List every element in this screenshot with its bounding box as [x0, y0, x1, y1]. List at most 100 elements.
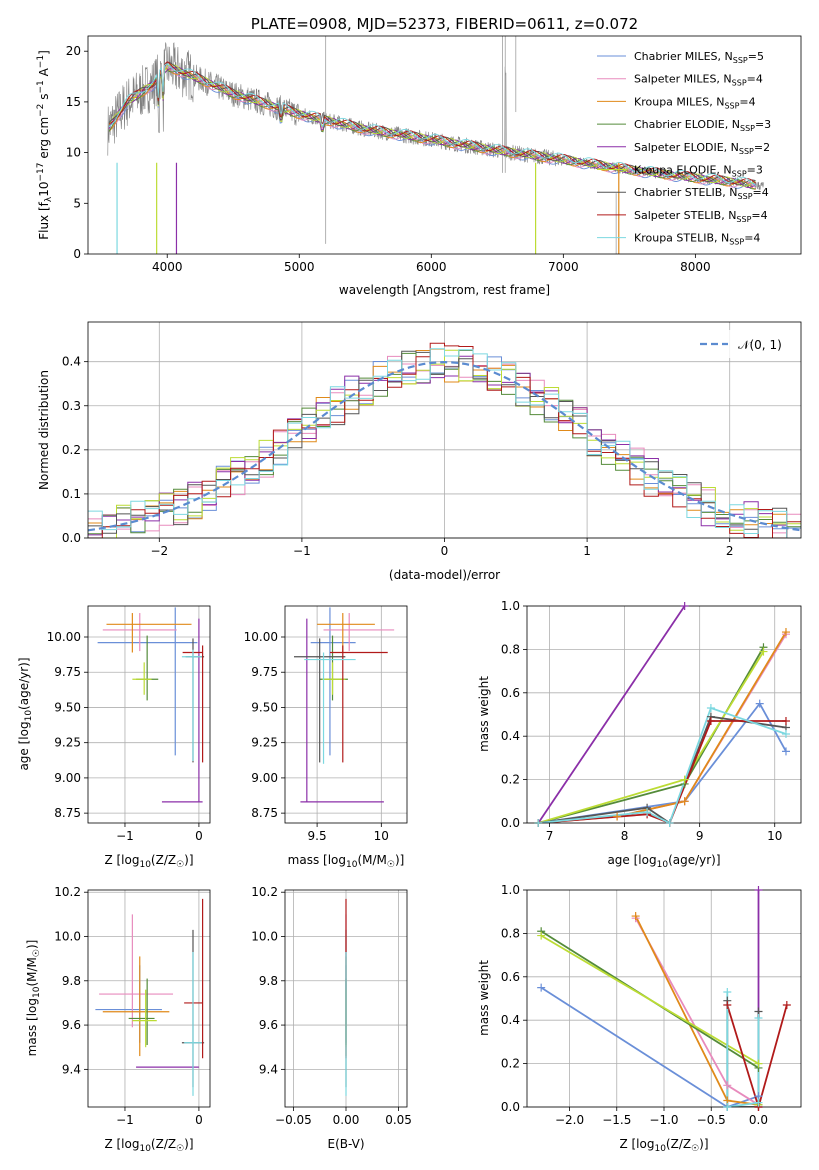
x-axis-label: mass [log10(M/M☉)] — [288, 853, 405, 870]
x-tick-label: 2 — [726, 544, 734, 558]
legend-name: Kroupa ELODIE, N — [634, 164, 732, 177]
y-tick-label: 9.25 — [54, 736, 81, 750]
mass-vs-ebv-axes: −0.05 0.00 0.05 9.4 9.6 9.8 10.0 10.2 — [251, 885, 412, 1127]
y-tick-label: 0.2 — [501, 1057, 520, 1071]
y-tick-label: 8.75 — [54, 806, 81, 820]
x-tick-label: −1.5 — [602, 1113, 631, 1127]
x-tick-label: 1 — [583, 544, 591, 558]
ylabel-part: −2 — [36, 104, 46, 117]
residual-histogram — [88, 355, 801, 538]
errorbar-point — [300, 618, 384, 803]
x-tick-label: −1.0 — [649, 1113, 678, 1127]
x-tick-label: 6000 — [416, 260, 447, 274]
x-tick-label: 4000 — [152, 260, 183, 274]
axes-frame — [526, 605, 802, 824]
label-part: 10 — [654, 1144, 666, 1154]
weight-line — [538, 633, 787, 823]
residual-histogram — [88, 350, 801, 538]
model-spectrum-line — [108, 69, 756, 190]
x-axis-label: E(B-V) — [327, 1137, 364, 1151]
label-part: 10 — [32, 986, 42, 998]
y-tick-label: 0.2 — [62, 443, 81, 457]
plot-area — [88, 342, 801, 538]
weight-marker — [782, 1001, 791, 1010]
errorbar-point — [106, 613, 192, 653]
y-tick-label: 0.0 — [501, 1100, 520, 1114]
weight-line — [537, 606, 686, 823]
errorbar-point — [132, 662, 152, 695]
residuals-ylabel: Normed distribution — [37, 370, 51, 490]
errorbar-point — [322, 662, 346, 695]
weight-marker — [723, 987, 732, 996]
x-tick-label: 0 — [195, 1113, 203, 1127]
x-tick-label: −0.5 — [697, 1113, 726, 1127]
y-tick-label: 10 — [66, 146, 81, 160]
ylabel-part: erg cm — [37, 117, 51, 163]
y-tick-label: 0.4 — [501, 729, 520, 743]
plot-area — [537, 606, 787, 823]
label-part: 10 — [139, 860, 151, 870]
model-spectrum-line — [108, 61, 756, 185]
x-tick-label: 5000 — [284, 260, 315, 274]
legend-entry: Kroupa ELODIE, NSSP=3 — [634, 164, 763, 179]
weight-line — [634, 917, 759, 1106]
residuals-axes: −2 −1 0 1 2 0.0 0.1 0.2 0.3 0.4 𝒩(0, 1) — [62, 321, 802, 558]
legend-count: =3 — [747, 164, 763, 177]
weight-line — [634, 915, 759, 1106]
y-tick-label: 10.0 — [54, 930, 81, 944]
label-part: )] — [25, 940, 39, 949]
label-part: (Z/Z — [666, 1137, 691, 1151]
legend-entry: 𝒩(0, 1) — [738, 338, 782, 352]
residual-histogram — [88, 348, 801, 538]
y-tick-label: 0.6 — [501, 970, 520, 984]
errorbar-point — [181, 649, 202, 761]
label-part: 10 — [346, 860, 358, 870]
legend-count: =3 — [755, 118, 771, 131]
y-tick-label: 10.00 — [244, 630, 278, 644]
legend-count: =2 — [754, 141, 770, 154]
y-tick-label: 9.4 — [62, 1062, 81, 1076]
weight-line — [538, 706, 787, 823]
y-tick-label: 15 — [66, 95, 81, 109]
y-tick-label: 8.75 — [251, 806, 278, 820]
errorbar-point — [102, 613, 177, 652]
legend-entry: Salpeter STELIB, NSSP=4 — [634, 209, 768, 224]
weight-marker — [723, 1081, 732, 1090]
x-tick-label: 7 — [546, 829, 554, 843]
y-tick-label: 9.50 — [54, 700, 81, 714]
weight-marker — [781, 747, 790, 756]
label-part: ☉ — [176, 860, 184, 870]
weight-marker — [723, 1001, 732, 1010]
errorbar-point — [184, 952, 202, 1096]
weight-marker — [754, 1098, 763, 1107]
weight-marker — [706, 717, 715, 726]
ylabel-part: 10 — [37, 182, 51, 197]
label-part: Z [log — [104, 1137, 139, 1151]
x-tick-label: 10 — [767, 829, 782, 843]
x-axis-label: Z [log10(Z/Z☉)] — [104, 853, 193, 870]
y-tick-label: 9.8 — [62, 974, 81, 988]
label-part: (M/M — [25, 957, 39, 986]
legend-count: =4 — [751, 209, 767, 222]
label-part: )] — [184, 1137, 193, 1151]
gaussian-curve — [88, 360, 801, 532]
y-tick-label: 0.3 — [62, 399, 81, 413]
x-tick-label: 0.00 — [333, 1113, 360, 1127]
weight-marker — [613, 812, 622, 821]
weight-marker — [680, 797, 689, 806]
legend-sub: SSP — [724, 101, 739, 110]
ylabel-part: A — [37, 67, 51, 80]
y-tick-label: 9.00 — [251, 771, 278, 785]
y-tick-label: 0.8 — [501, 642, 520, 656]
legend-entry: Chabrier MILES, NSSP=5 — [634, 50, 764, 65]
errorbar-point — [128, 978, 155, 1045]
ylabel-part: −1 — [36, 80, 46, 93]
plot-area — [95, 898, 205, 1096]
x-tick-label: −1 — [116, 1113, 134, 1127]
x-tick-label: 0.05 — [385, 1113, 412, 1127]
legend-sub: SSP — [736, 215, 751, 224]
y-tick-label: 9.6 — [259, 1018, 278, 1032]
weight-line — [538, 631, 787, 823]
y-tick-label: 9.6 — [62, 1018, 81, 1032]
